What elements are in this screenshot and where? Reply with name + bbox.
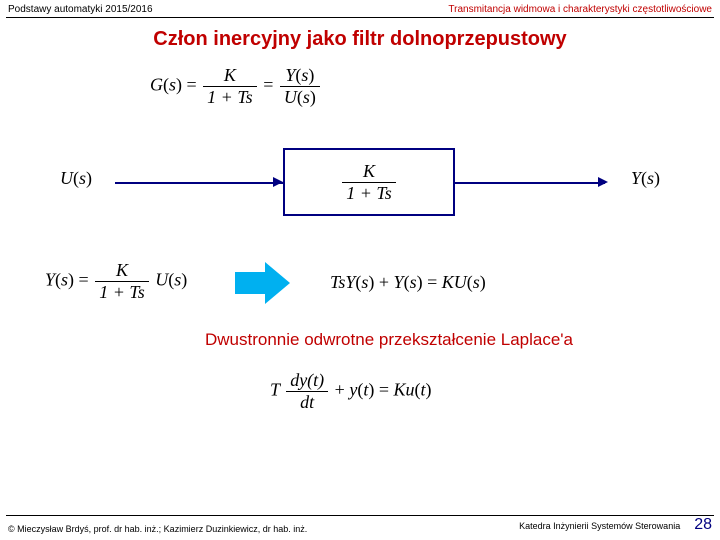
footer-left: © Mieczysław Brdyś, prof. dr hab. inż.; … [8, 524, 307, 534]
header: Podstawy automatyki 2015/2016 Transmitan… [0, 0, 720, 17]
implies-arrow-icon [235, 262, 290, 304]
slide-title: Człon inercyjny jako filtr dolnoprzepust… [0, 28, 720, 51]
header-right: Transmitancja widmowa i charakterystyki … [448, 4, 712, 15]
diagram-block: K 1 + Ts [283, 148, 455, 216]
equation-s-domain: TsY(s) + Y(s) = KU(s) [330, 272, 486, 293]
equation-time-domain: T dy(t) dt + y(t) = Ku(t) [270, 370, 432, 413]
equation-output: Y(s) = K 1 + Ts U(s) [45, 260, 187, 303]
equation-transfer-function: G(s) = K 1 + Ts = Y(s) U(s) [150, 65, 322, 108]
diagram-arrow-in [273, 177, 283, 187]
diagram-line-in [115, 182, 283, 184]
footer: © Mieczysław Brdyś, prof. dr hab. inż.; … [0, 516, 720, 534]
signal-input-label: U(s) [60, 168, 92, 189]
footer-right: Katedra Inżynierii Systemów Sterowania [519, 521, 680, 531]
signal-output-label: Y(s) [631, 168, 660, 189]
diagram-line-out [455, 182, 605, 184]
page-number: 28 [694, 516, 712, 534]
header-left: Podstawy automatyki 2015/2016 [8, 4, 153, 15]
diagram-arrow-out [598, 177, 608, 187]
subtitle-laplace: Dwustronnie odwrotne przekształcenie Lap… [205, 330, 573, 350]
header-divider [6, 17, 714, 18]
block-diagram: U(s) K 1 + Ts Y(s) [60, 140, 660, 230]
